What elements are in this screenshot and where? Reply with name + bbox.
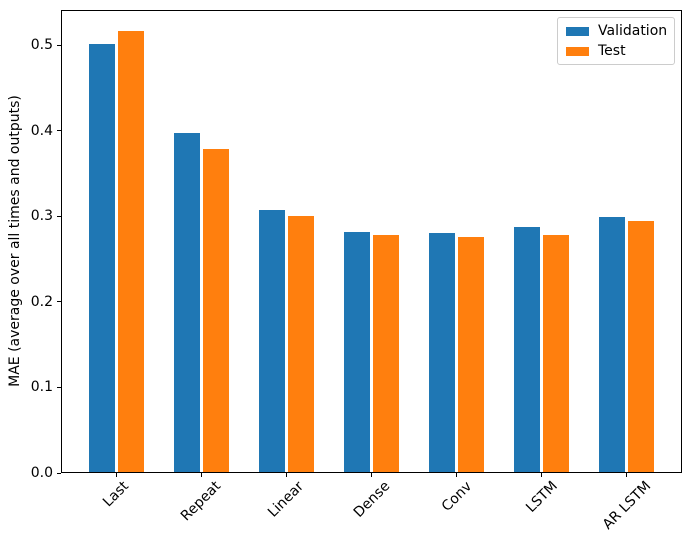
x-tick-mark [285, 473, 287, 477]
y-tick-mark [57, 301, 61, 303]
x-tick-mark [541, 473, 543, 477]
legend-label: Test [598, 43, 626, 59]
y-axis-label: MAE (average over all times and outputs) [7, 95, 23, 387]
x-tick-label: Dense [350, 478, 393, 521]
legend-entry-test: Test [566, 44, 666, 58]
bar-validation-ar-lstm [599, 217, 625, 472]
y-tick-mark [57, 215, 61, 217]
y-tick-label: 0.0 [30, 465, 53, 481]
y-tick-label: 0.2 [30, 293, 53, 310]
x-tick-mark [200, 473, 202, 477]
x-tick-mark [371, 473, 372, 477]
y-tick-mark [57, 472, 61, 474]
y-tick-label: 0.1 [30, 379, 53, 396]
bar-test-lstm [543, 235, 569, 472]
y-tick-label: 0.5 [30, 37, 53, 54]
bar-test-last [118, 30, 144, 472]
legend-swatch-icon [566, 46, 589, 56]
bar-test-linear [288, 215, 314, 472]
bar-validation-dense [344, 231, 370, 472]
plot-area [61, 10, 682, 473]
y-tick-label: 0.3 [30, 208, 53, 225]
bar-validation-lstm [514, 227, 540, 472]
bar-validation-linear [259, 210, 285, 472]
x-tick-label: AR LSTM [599, 478, 654, 533]
x-tick-label: LSTM [522, 478, 561, 516]
legend-entry-validation: Validation [566, 23, 668, 39]
bar-test-dense [373, 235, 399, 472]
y-tick-label: 0.4 [30, 122, 53, 139]
legend-label: Validation [598, 23, 668, 39]
bar-test-repeat [203, 148, 229, 472]
x-tick-label: Last [100, 478, 133, 511]
legend: Validation Test [557, 17, 675, 65]
legend-swatch-icon [566, 26, 589, 36]
bar-test-conv [458, 236, 484, 472]
y-tick-mark [57, 44, 61, 46]
y-tick-mark [57, 130, 61, 132]
bar-validation-conv [429, 232, 455, 472]
x-tick-label: Linear [265, 478, 308, 521]
x-tick-label: Repeat [178, 478, 225, 525]
x-tick-mark [456, 473, 458, 477]
x-tick-label: Conv [438, 478, 475, 515]
bar-validation-last [89, 43, 115, 472]
bar-test-ar-lstm [628, 221, 654, 472]
bar-validation-repeat [174, 132, 200, 472]
x-tick-mark [115, 473, 117, 477]
x-tick-mark [626, 473, 628, 477]
y-tick-mark [57, 386, 61, 388]
